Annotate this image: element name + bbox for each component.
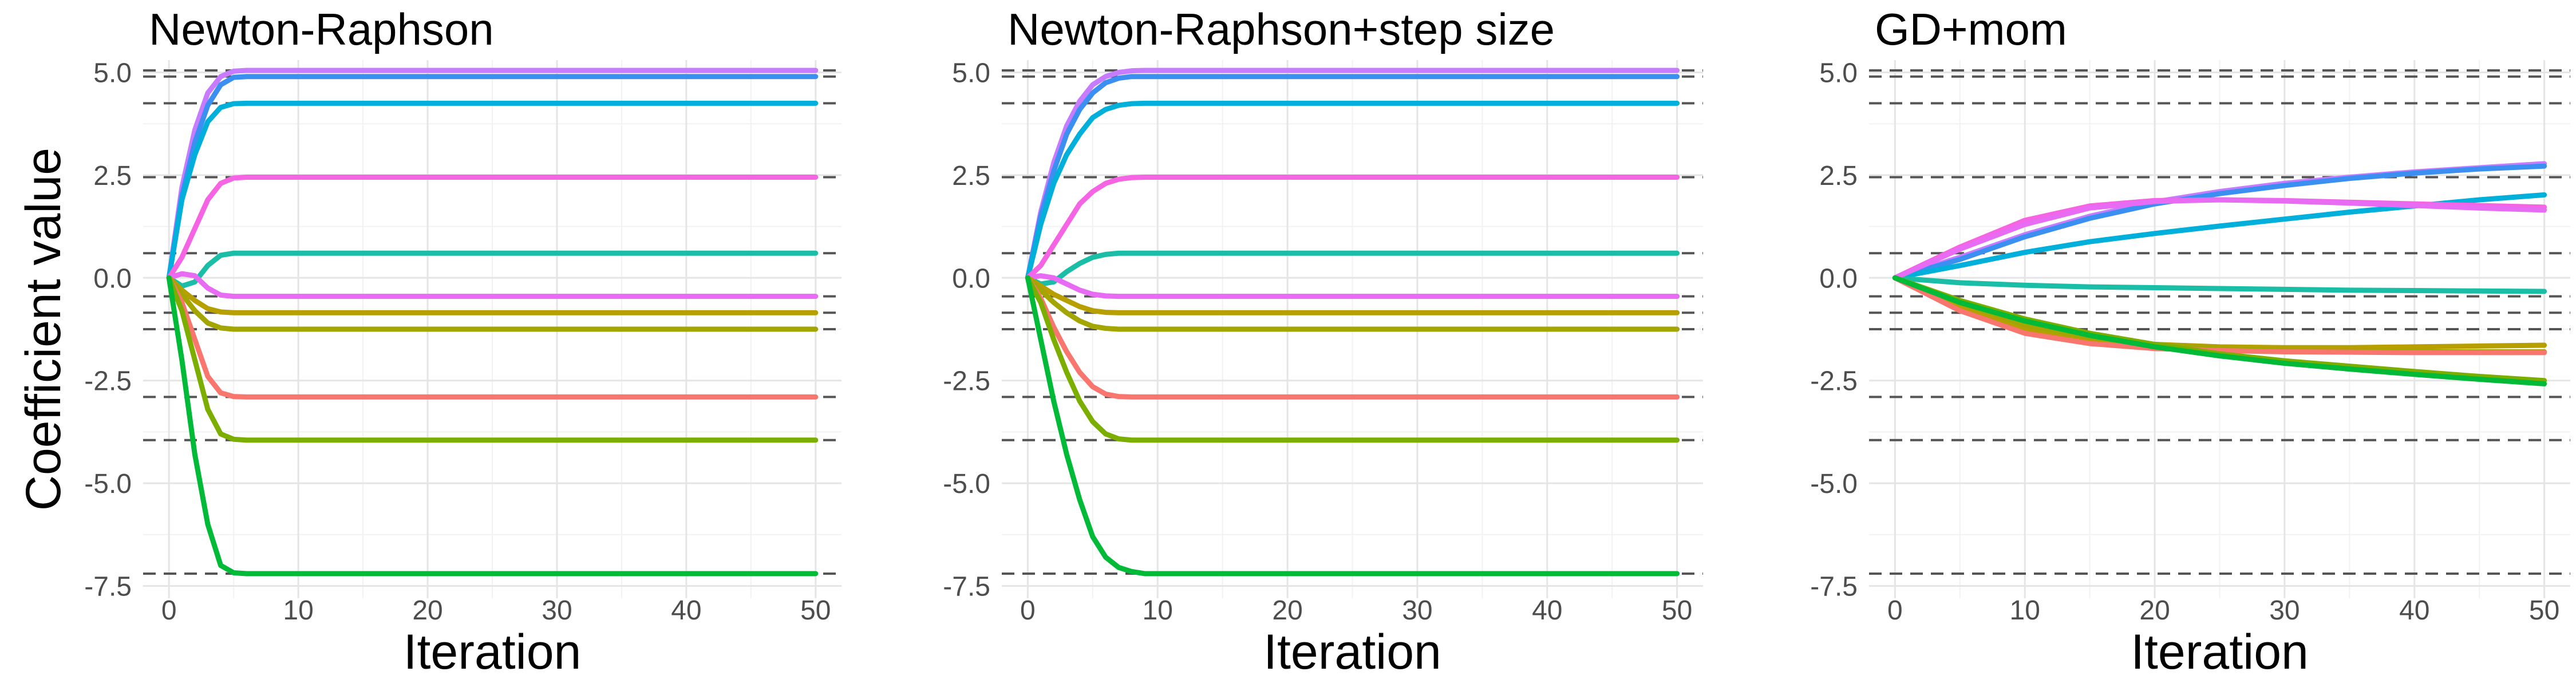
y-tick-label: -5.0 [1810,469,1858,499]
y-tick-label: 2.5 [1819,161,1858,191]
series-line [166,275,819,315]
series-line [1025,250,1680,287]
series-line [166,275,819,400]
series-line [1025,100,1680,281]
true-value-lines [1869,69,2570,575]
grid [1002,60,1703,598]
y-tick-label: -5.0 [84,469,132,499]
series-line [1025,273,1680,299]
y-tick-label: -5.0 [943,469,990,499]
series-group [166,68,819,577]
panel-3: GD+mom -7.5 -5.0 -2.5 0.0 2.5 5.0 0 10 20 30 40 50 It… [1810,4,2570,680]
series-line [1892,197,2547,281]
y-tick-label: -2.5 [84,366,132,397]
y-tick-label: 0.0 [1819,263,1858,294]
y-tick-label: -2.5 [943,366,990,397]
x-tick-label: 0 [1020,595,1036,626]
series-line [166,271,819,299]
x-tick-label: 0 [161,595,177,626]
x-tick-label: 0 [1887,595,1903,626]
x-tick-label: 30 [2269,595,2300,626]
series-line [1025,275,1680,400]
series-line [1025,275,1680,577]
y-tick-label: -7.5 [943,571,990,602]
panel-2: Newton-Raphson+step size -7.5 -5.0 -2.5 0.0 2… [943,4,1703,680]
x-axis-title: Iteration [1263,625,1441,680]
series-line [166,275,819,443]
y-tick-label: 5.0 [1819,58,1858,89]
series-line [166,275,819,332]
series-line [1025,74,1680,281]
series-line [166,250,819,289]
x-tick-label: 50 [2529,595,2559,626]
series-line [1892,275,2547,356]
panel-title: Newton-Raphson+step size [1008,4,1555,54]
series-group [1025,68,1680,577]
x-tick-label: 20 [412,595,442,626]
y-axis-title: Coefficient value [16,148,71,511]
y-tick-label: -2.5 [1810,366,1858,397]
x-tick-label: 40 [2399,595,2429,626]
series-line [1025,175,1680,281]
x-tick-label: 50 [1662,595,1692,626]
series-line [166,175,819,281]
y-tick-label: 2.5 [93,161,132,191]
series-line [1892,275,2547,294]
series-line [1892,275,2547,386]
panel-1: Newton-Raphson -7.5 -5.0 -2.5 0.0 2.5 5.0 0 10 20… [84,4,841,680]
y-tick-label: 2.5 [952,161,990,191]
y-tick-label: -7.5 [84,571,132,602]
x-tick-label: 20 [2139,595,2170,626]
panel-title: Newton-Raphson [149,4,494,54]
x-tick-label: 50 [800,595,831,626]
x-tick-label: 10 [2010,595,2040,626]
y-tick-label: -7.5 [1810,571,1858,602]
x-tick-label: 40 [671,595,701,626]
x-tick-label: 10 [283,595,313,626]
series-line [1025,275,1680,443]
x-tick-label: 40 [1532,595,1562,626]
x-tick-label: 30 [542,595,572,626]
y-tick-label: 0.0 [93,263,132,294]
x-axis-title: Iteration [2131,625,2309,680]
y-tick-label: 0.0 [952,263,990,294]
x-axis-title: Iteration [404,625,582,680]
x-tick-label: 10 [1143,595,1173,626]
series-line [1892,163,2547,281]
y-tick-label: 5.0 [93,58,132,89]
x-tick-label: 20 [1272,595,1302,626]
x-tick-label: 30 [1402,595,1432,626]
y-tick-label: 5.0 [952,58,990,89]
series-line [166,275,819,577]
series-line [1025,275,1680,332]
panel-title: GD+mom [1875,4,2067,54]
series-group [1892,161,2547,386]
series-line [1025,275,1680,315]
series-line [166,100,819,281]
